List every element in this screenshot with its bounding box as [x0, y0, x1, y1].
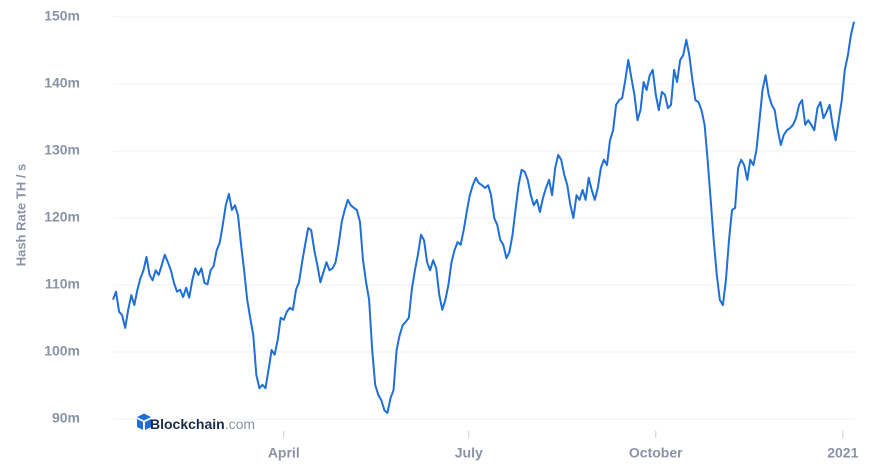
y-tick-label: 120m — [44, 209, 80, 225]
y-tick-label: 140m — [44, 75, 80, 91]
y-tick-label: 90m — [52, 410, 80, 426]
logo-suffix: .com — [225, 416, 255, 432]
logo-name: Blockchain — [150, 416, 225, 432]
y-tick-label: 150m — [44, 8, 80, 24]
x-tick-label: October — [629, 445, 683, 461]
y-tick-label: 130m — [44, 142, 80, 158]
y-axis-label: Hash Rate TH / s — [13, 164, 28, 267]
logo-text: Blockchain.com — [150, 416, 255, 432]
x-tick-label: July — [455, 445, 483, 461]
x-tick-label: 2021 — [827, 445, 858, 461]
y-tick-label: 100m — [44, 343, 80, 359]
y-tick-label: 110m — [45, 276, 80, 292]
line — [112, 21, 855, 414]
logo: Blockchain.com — [137, 413, 255, 432]
x-tick-label: April — [268, 445, 300, 461]
logo-icon — [137, 413, 151, 430]
